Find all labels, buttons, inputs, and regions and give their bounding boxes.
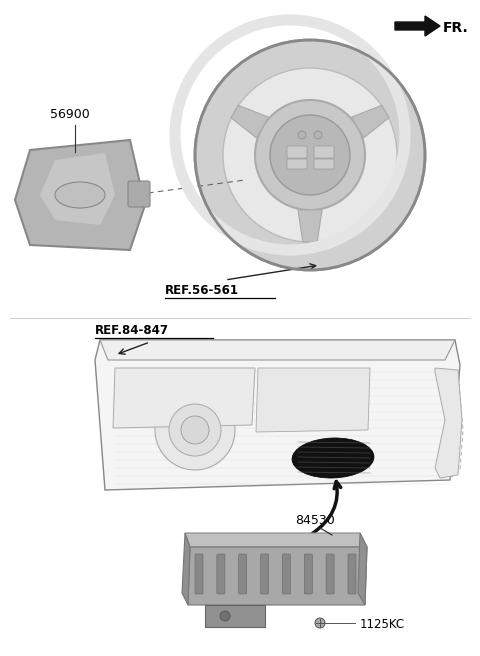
FancyBboxPatch shape bbox=[304, 554, 312, 594]
Polygon shape bbox=[188, 547, 367, 605]
Polygon shape bbox=[298, 210, 322, 242]
Circle shape bbox=[195, 40, 425, 270]
FancyBboxPatch shape bbox=[348, 554, 356, 594]
Ellipse shape bbox=[55, 182, 105, 208]
Polygon shape bbox=[185, 533, 367, 547]
Polygon shape bbox=[395, 16, 440, 36]
FancyBboxPatch shape bbox=[282, 554, 290, 594]
Polygon shape bbox=[113, 368, 255, 428]
Text: REF.56-561: REF.56-561 bbox=[165, 283, 239, 297]
FancyBboxPatch shape bbox=[261, 554, 269, 594]
Circle shape bbox=[315, 618, 325, 628]
FancyBboxPatch shape bbox=[314, 146, 334, 158]
Polygon shape bbox=[95, 340, 460, 490]
Circle shape bbox=[181, 416, 209, 444]
Polygon shape bbox=[182, 533, 190, 605]
Text: FR.: FR. bbox=[443, 21, 469, 35]
Polygon shape bbox=[231, 105, 268, 138]
Polygon shape bbox=[358, 533, 367, 605]
Circle shape bbox=[223, 68, 397, 242]
FancyBboxPatch shape bbox=[287, 146, 307, 158]
FancyBboxPatch shape bbox=[287, 159, 307, 169]
Circle shape bbox=[220, 611, 230, 621]
Text: 56900: 56900 bbox=[50, 108, 90, 121]
Circle shape bbox=[298, 131, 306, 139]
Polygon shape bbox=[100, 340, 455, 360]
Circle shape bbox=[155, 390, 235, 470]
FancyBboxPatch shape bbox=[128, 181, 150, 207]
FancyBboxPatch shape bbox=[314, 159, 334, 169]
Polygon shape bbox=[352, 105, 389, 138]
Circle shape bbox=[169, 404, 221, 456]
Polygon shape bbox=[205, 605, 265, 627]
Polygon shape bbox=[435, 368, 462, 478]
FancyBboxPatch shape bbox=[217, 554, 225, 594]
Circle shape bbox=[314, 131, 322, 139]
Text: 1125KC: 1125KC bbox=[360, 619, 405, 632]
Circle shape bbox=[270, 115, 350, 195]
Text: REF.84-847: REF.84-847 bbox=[95, 323, 169, 337]
Polygon shape bbox=[256, 368, 370, 432]
FancyBboxPatch shape bbox=[195, 554, 203, 594]
Polygon shape bbox=[15, 140, 145, 250]
Polygon shape bbox=[40, 153, 115, 225]
Circle shape bbox=[255, 100, 365, 210]
FancyBboxPatch shape bbox=[326, 554, 334, 594]
Text: 84530: 84530 bbox=[295, 514, 335, 527]
FancyBboxPatch shape bbox=[239, 554, 247, 594]
Ellipse shape bbox=[292, 438, 374, 478]
